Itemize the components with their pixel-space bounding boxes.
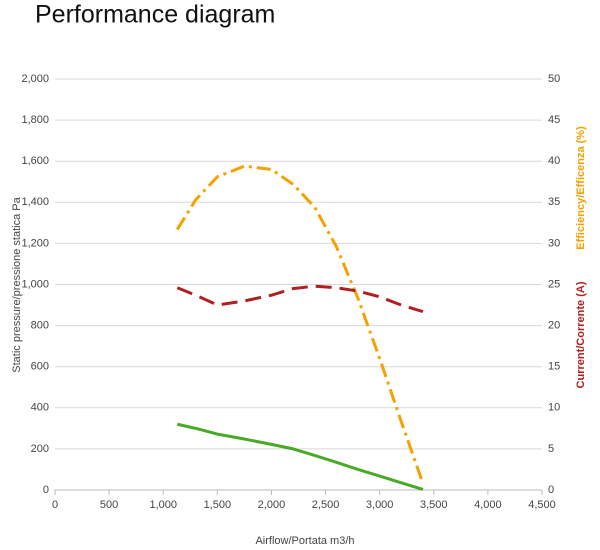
y2-tick-label: 40 bbox=[548, 155, 560, 167]
y-tick-label: 0 bbox=[43, 484, 49, 496]
x-tick-label: 1,000 bbox=[149, 499, 177, 511]
y2-tick-label: 20 bbox=[548, 320, 560, 332]
y2-tick-label: 25 bbox=[548, 278, 560, 290]
x-tick-label: 500 bbox=[100, 499, 118, 511]
y2-tick-label: 30 bbox=[548, 237, 560, 249]
y-tick-label: 1,400 bbox=[21, 196, 49, 208]
y-tick-label: 1,800 bbox=[21, 114, 49, 126]
x-tick-label: 3,000 bbox=[366, 499, 394, 511]
series-line bbox=[176, 422, 424, 491]
y2-tick-label: 50 bbox=[548, 73, 560, 85]
x-tick-label: 4,000 bbox=[474, 499, 502, 511]
y2-axis-title: Efficiency/Efficenza (%) bbox=[575, 126, 587, 250]
y2-tick-label: 10 bbox=[548, 402, 560, 414]
x-tick-label: 2,000 bbox=[258, 499, 286, 511]
x-axis-title: Airflow/Portata m3/h bbox=[255, 535, 354, 547]
y2-tick-label: 45 bbox=[548, 114, 560, 126]
series-line bbox=[176, 164, 425, 484]
y2-axis-title: Current/Corrente (A) bbox=[575, 281, 587, 388]
y-tick-label: 2,000 bbox=[21, 73, 49, 85]
y2-tick-label: 0 bbox=[548, 484, 554, 496]
y-tick-label: 800 bbox=[31, 320, 49, 332]
chart-title: Performance diagram bbox=[35, 1, 275, 29]
y2-tick-label: 5 bbox=[548, 443, 554, 455]
x-tick-label: 0 bbox=[52, 499, 58, 511]
y-tick-label: 1,600 bbox=[21, 155, 49, 167]
y-tick-label: 400 bbox=[31, 402, 49, 414]
y-tick-label: 600 bbox=[31, 361, 49, 373]
y-tick-label: 1,000 bbox=[21, 278, 49, 290]
y-axis-title: Static pressure/pressione statica Pa bbox=[11, 196, 23, 372]
x-tick-label: 4,500 bbox=[528, 499, 556, 511]
x-tick-label: 2,500 bbox=[312, 499, 340, 511]
y2-tick-label: 35 bbox=[548, 196, 560, 208]
y-tick-label: 1,200 bbox=[21, 237, 49, 249]
x-tick-label: 3,500 bbox=[420, 499, 448, 511]
y2-tick-label: 15 bbox=[548, 361, 560, 373]
x-tick-label: 1,500 bbox=[204, 499, 232, 511]
series-line bbox=[176, 284, 424, 314]
y-tick-label: 200 bbox=[31, 443, 49, 455]
